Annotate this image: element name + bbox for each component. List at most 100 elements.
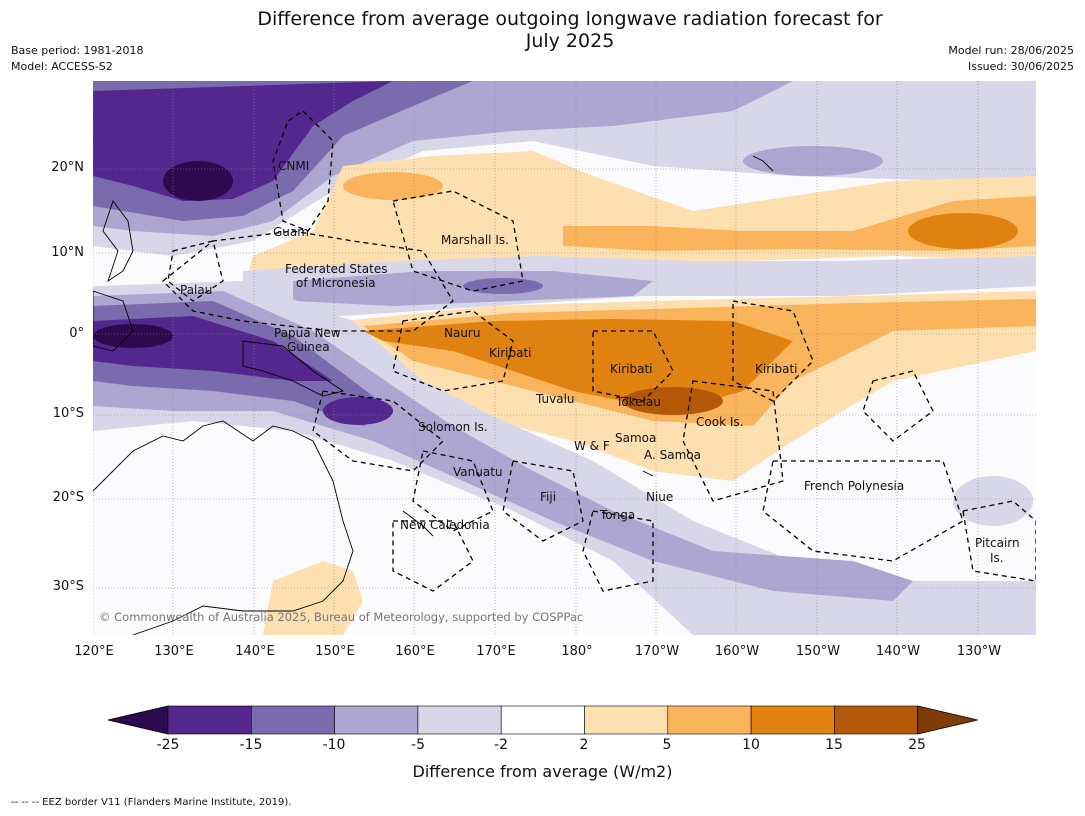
anomaly-neg-se-patch (953, 476, 1033, 526)
eez-kiribati-c (592, 330, 674, 402)
place-tuvalu: Tuvalu (535, 392, 575, 406)
model-run: Model run: 28/06/2025 (948, 44, 1074, 57)
anomaly-neg-patch-ne (743, 146, 883, 176)
lon-label-160w: 160°W (714, 644, 760, 659)
eez-micronesia (162, 230, 454, 332)
lon-label-140e: 140°E (235, 644, 275, 659)
lat-label-20n: 20°N (51, 160, 84, 175)
place-palau: Palau (180, 283, 212, 297)
map-panel: CNMI Guam Marshall Is. Federated States … (93, 81, 1036, 635)
colorbar-bin (417, 705, 502, 735)
colorbar (107, 705, 978, 735)
lat-label-30s: 30°S (52, 579, 84, 594)
colorbar-tick-6: 5 (662, 737, 672, 753)
place-cnmi: CNMI (278, 159, 309, 173)
nz-coast (642, 470, 654, 477)
lat-label-10n: 10°N (51, 245, 84, 260)
map-svg: CNMI Guam Marshall Is. Federated States … (93, 81, 1036, 635)
anomaly-field (93, 81, 1036, 635)
place-png-line2: Guinea (287, 340, 330, 354)
colorbar-bin (167, 705, 252, 735)
hawaii-coast (752, 155, 774, 172)
place-newcal: New Caledonia (400, 518, 490, 532)
place-guam: Guam (273, 225, 309, 239)
place-wf: W & F (574, 439, 610, 453)
model-name: Model: ACCESS-S2 (11, 60, 113, 73)
eez-vanuatu (412, 450, 494, 532)
colorbar-bin (334, 705, 419, 735)
lon-label-180: 180° (561, 644, 593, 659)
lon-label-150w: 150°W (795, 644, 841, 659)
place-cook: Cook Is. (696, 415, 743, 429)
eez-newcal (392, 520, 474, 592)
place-tokelau: Tokelau (615, 395, 661, 409)
colorbar-tick-5: 2 (579, 737, 589, 753)
anomaly-neg-mc-extreme (93, 324, 173, 348)
coastlines (93, 155, 774, 635)
australia-coast (93, 420, 354, 635)
eez-tonga (582, 510, 654, 592)
colorbar-tick-1: -15 (239, 737, 263, 753)
colorbar-tick-2: -10 (322, 737, 346, 753)
title-line-1: Difference from average outgoing longwav… (257, 8, 883, 30)
anomaly-pos-extreme-south (623, 387, 723, 415)
eez-hawaii (862, 370, 934, 442)
eez-borders (162, 110, 1036, 592)
anomaly-neg-solomon-vstrong (323, 397, 393, 425)
place-asamoa: A. Samoa (644, 448, 701, 462)
place-marshall: Marshall Is. (441, 233, 509, 247)
place-pitcairn-line1: Pitcairn (975, 536, 1020, 550)
lon-label-160e: 160°E (395, 644, 435, 659)
place-samoa: Samoa (615, 431, 656, 445)
place-kiribati-c: Kiribati (610, 362, 652, 376)
colorbar-bins (107, 705, 978, 735)
place-fsm-line2: of Micronesia (296, 276, 376, 290)
place-tonga: Tonga (599, 508, 635, 522)
eez-cook (682, 380, 784, 502)
place-png-line1: Papua New (274, 326, 341, 340)
place-frpoly: French Polynesia (804, 479, 904, 493)
lon-label-130w: 130°W (956, 644, 1002, 659)
anomaly-pos-sw (263, 561, 363, 635)
png-coast (242, 340, 345, 397)
map-grid (93, 81, 1036, 635)
lat-label-0: 0° (69, 326, 84, 341)
eez-kiribati-e (732, 300, 814, 402)
new-caledonia-coast (402, 510, 434, 537)
colorbar-bin (251, 705, 335, 735)
lat-label-10s: 10°S (52, 406, 84, 421)
place-pitcairn-line2: Is. (990, 551, 1004, 565)
issued-date: Issued: 30/06/2025 (967, 60, 1074, 73)
meta-right: Model run: 28/06/2025 Issued: 30/06/2025 (948, 43, 1074, 75)
place-fiji: Fiji (540, 490, 556, 504)
eez-cnmi (272, 110, 334, 232)
anomaly-pos-strong-ne (908, 213, 1018, 249)
place-vanuatu: Vanuatu (453, 465, 503, 479)
eez-frpoly (762, 460, 964, 562)
colorbar-tick-4: -2 (494, 737, 508, 753)
lon-label-170e: 170°E (476, 644, 516, 659)
place-fsm-line1: Federated States (285, 262, 387, 276)
lon-label-130e: 130°E (154, 644, 194, 659)
base-period: Base period: 1981-2018 (11, 44, 144, 57)
lon-label-120e: 120°E (74, 644, 114, 659)
colorbar-tick-7: 10 (742, 737, 760, 753)
anomaly-neg-extreme-north (163, 161, 233, 201)
place-niue: Niue (646, 490, 673, 504)
title-line-2: July 2025 (525, 30, 615, 52)
colorbar-bin (667, 705, 752, 735)
colorbar-tick-0: -25 (156, 737, 180, 753)
anomaly-pos-mid-nw (343, 172, 443, 200)
colorbar-tick-3: -5 (411, 737, 425, 753)
meta-left: Base period: 1981-2018 Model: ACCESS-S2 (11, 43, 143, 75)
colorbar-bin (584, 705, 669, 735)
colorbar-bin (834, 705, 919, 735)
eez-footnote: -- -- -- EEZ border V11 (Flanders Marine… (11, 797, 292, 808)
borneo-coast (93, 290, 134, 352)
eez-palau (167, 240, 224, 302)
colorbar-extend-low (107, 705, 169, 735)
philippines-coast (102, 200, 134, 283)
colorbar-tick-9: 25 (908, 737, 926, 753)
lat-label-20s: 20°S (52, 490, 84, 505)
colorbar-bin (500, 705, 585, 735)
